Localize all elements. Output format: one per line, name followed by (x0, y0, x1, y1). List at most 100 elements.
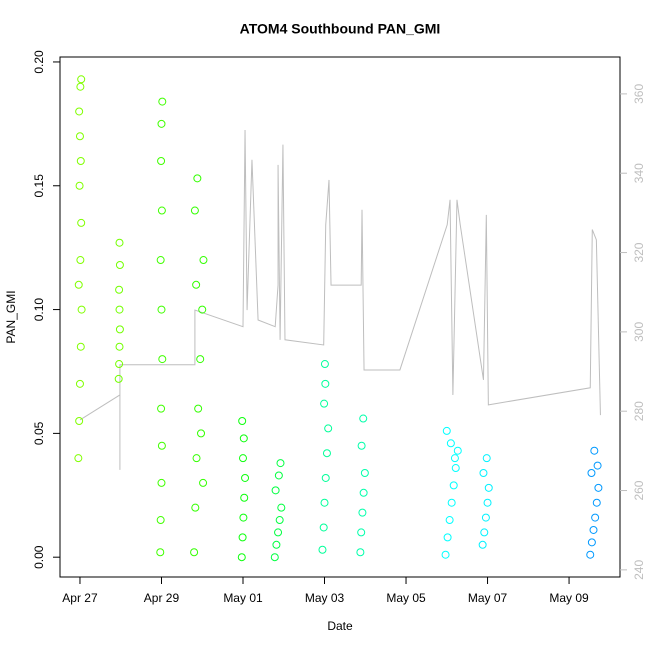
scatter-point (157, 119, 166, 128)
scatter-point (591, 513, 600, 522)
y-tick-label: 0.00 (32, 545, 46, 569)
y-tick-label: 0.15 (32, 174, 46, 198)
scatter-point (190, 548, 199, 557)
scatter-point (358, 508, 367, 517)
scatter-point (320, 399, 329, 408)
scatter-point (115, 238, 124, 247)
scatter-point (76, 82, 85, 91)
scatter-point (320, 498, 329, 507)
scatter-point (192, 454, 201, 463)
scatter-point (482, 454, 491, 463)
scatter-point (157, 206, 166, 215)
scatter-point (115, 325, 124, 334)
scatter-point (586, 550, 595, 559)
scatter-point (158, 355, 167, 364)
scatter-point (479, 469, 488, 477)
y-tick-label: 0.10 (32, 298, 46, 322)
scatter-point (114, 374, 123, 383)
scatter-point (277, 503, 286, 512)
scatter-point (199, 256, 208, 265)
scatter-point (483, 498, 492, 507)
y2-tick-label: 240 (632, 560, 646, 580)
scatter-point (590, 446, 599, 455)
x-tick-label: Apr 29 (144, 591, 180, 605)
scatter-point (158, 97, 167, 106)
scatter-point (198, 305, 207, 314)
scatter-point (115, 305, 124, 314)
scatter-point (587, 538, 596, 547)
scatter-point (589, 525, 598, 534)
scatter-point (74, 454, 83, 463)
scatter-point (319, 523, 328, 532)
scatter-point (324, 424, 333, 433)
scatter-point (357, 528, 366, 537)
scatter-point (442, 426, 451, 435)
scatter-point (238, 533, 247, 542)
scatter-point (115, 285, 124, 294)
scatter-point (76, 157, 85, 165)
scatter-point (193, 174, 202, 183)
scatter-point (115, 261, 124, 269)
x-axis-label: Date (327, 619, 353, 633)
scatter-point (594, 483, 603, 492)
scatter-point (156, 516, 165, 525)
x-tick-label: May 07 (468, 591, 508, 605)
scatter-point (238, 417, 247, 425)
scatter-point (276, 459, 285, 468)
scatter-point (320, 360, 329, 369)
scatter-point (356, 548, 365, 557)
scatter-point (481, 513, 490, 522)
scatter-point (199, 478, 208, 487)
x-tick-label: May 01 (223, 591, 263, 605)
scatter-point (74, 280, 83, 289)
scatter-point (270, 553, 279, 562)
scatter-point (157, 404, 166, 413)
x-tick-label: May 05 (386, 591, 426, 605)
scatter-point (75, 132, 84, 141)
scatter-point (240, 493, 249, 502)
scatter-point (446, 439, 455, 448)
scatter-point (318, 545, 327, 554)
scatter-point (157, 157, 166, 165)
x-tick-label: May 03 (305, 591, 345, 605)
scatter-point (271, 486, 280, 495)
scatter-point (115, 360, 124, 369)
scatter-point (359, 488, 368, 497)
scatter-point (443, 533, 452, 542)
scatter-point (321, 473, 330, 482)
y2-tick-label: 360 (632, 84, 646, 104)
y2-tick-label: 280 (632, 401, 646, 421)
scatter-point (76, 342, 85, 351)
scatter-point (445, 516, 454, 525)
scatter-point (77, 75, 86, 84)
scatter-point (478, 540, 487, 549)
scatter-point (587, 469, 596, 477)
scatter-point (157, 305, 166, 314)
scatter-point (322, 449, 331, 458)
chart-title: ATOM4 Southbound PAN_GMI (240, 21, 441, 37)
scatter-point (77, 218, 86, 227)
scatter-point (480, 528, 489, 537)
x-tick-label: Apr 27 (62, 591, 98, 605)
scatter-point (75, 107, 84, 116)
y-axis-label: PAN_GMI (4, 290, 18, 343)
scatter-point (593, 461, 602, 470)
scatter-point (453, 446, 462, 455)
scatter-point (75, 379, 84, 388)
scatter-point (450, 454, 459, 463)
scatter-point (447, 498, 456, 507)
scatter-point (192, 280, 201, 289)
scatter-point (592, 498, 601, 507)
scatter-point (238, 454, 247, 463)
scatter-point (321, 379, 330, 388)
scatter-point (190, 206, 199, 215)
scatter-point (76, 256, 85, 265)
y2-tick-label: 260 (632, 480, 646, 500)
scatter-point (274, 528, 283, 537)
scatter-point (360, 469, 369, 477)
scatter-point (239, 513, 248, 522)
scatter-point (357, 441, 366, 450)
scatter-point (75, 181, 84, 190)
scatter-point (359, 414, 368, 423)
